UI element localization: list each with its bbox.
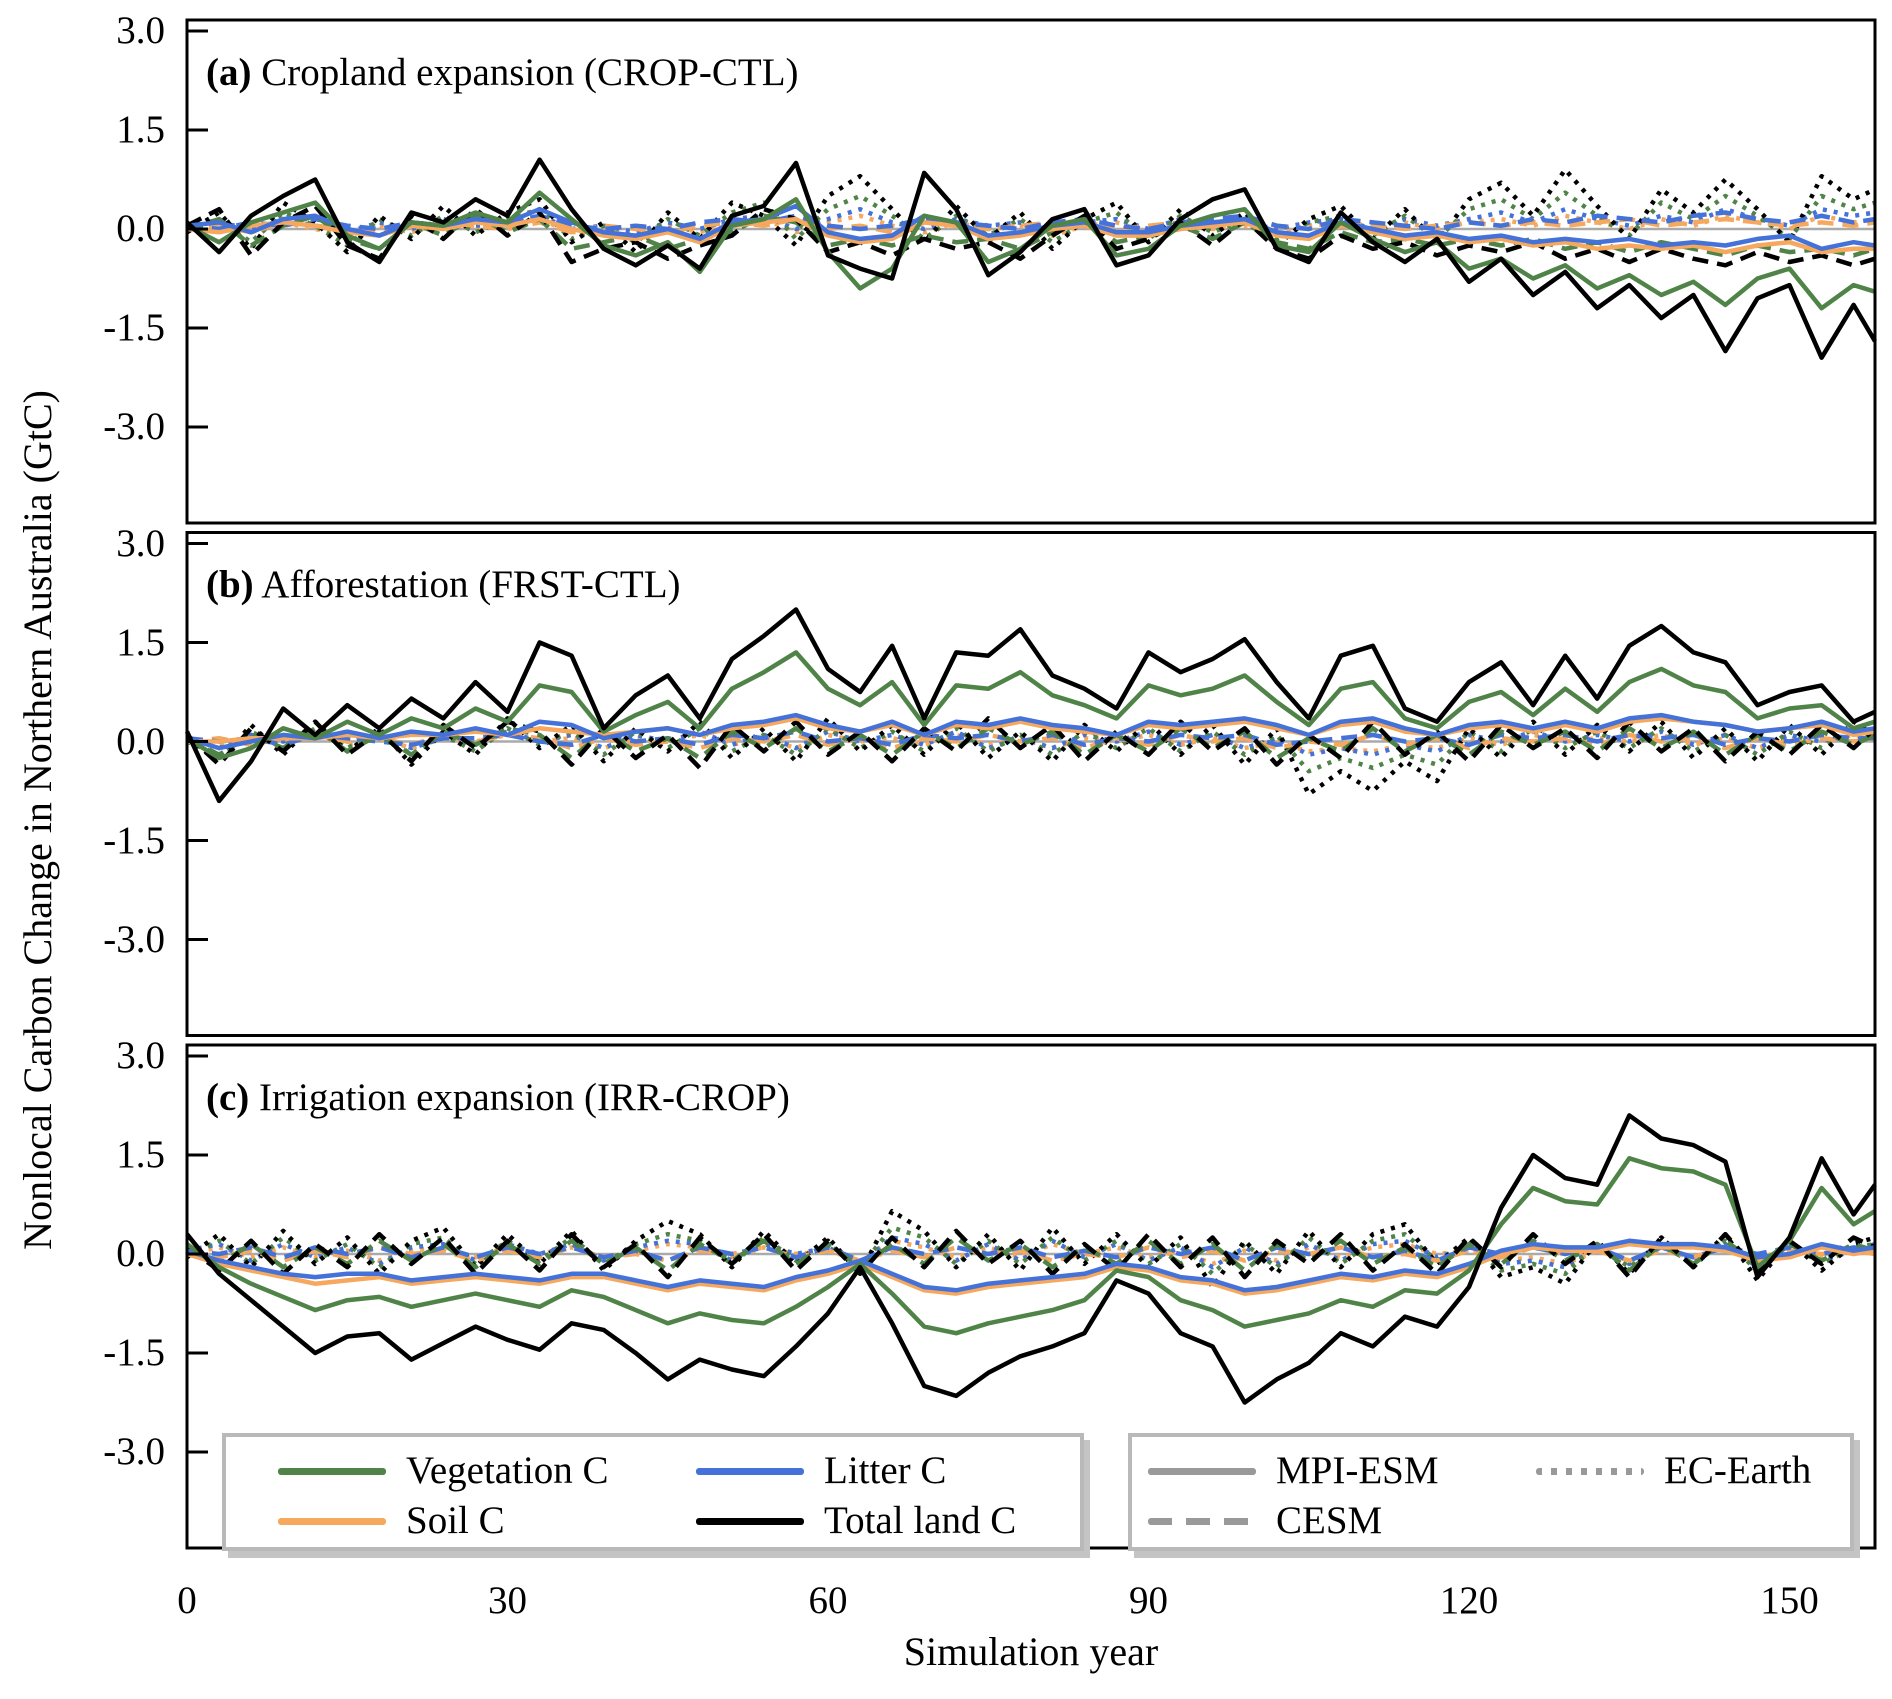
legend-item-mpi-esm: MPI-ESM — [1148, 1451, 1439, 1491]
series-vegetation-c-ec-earth — [186, 190, 1876, 248]
panel-c — [185, 1043, 1877, 1550]
legend-item-vegetation: Vegetation C — [278, 1451, 609, 1491]
series-total-land-c-mpi-esm — [184, 607, 1876, 804]
x-tick-label: 90 — [1129, 1579, 1169, 1622]
legend-item-soil: Soil C — [278, 1501, 505, 1541]
x-tick-label: 0 — [177, 1579, 197, 1622]
panel-a-letter: (a) — [206, 51, 252, 94]
y-tick-label: -3.0 — [103, 917, 165, 961]
y-tick-label: -1.5 — [103, 1331, 165, 1374]
y-tick-label: 1.5 — [116, 108, 165, 151]
y-tick-label: -3.0 — [103, 1430, 165, 1473]
x-tick-label: 150 — [1760, 1579, 1819, 1622]
legend-item-ec-earth: EC-Earth — [1536, 1451, 1811, 1491]
panel-b-letter: (b) — [206, 563, 254, 606]
panel-a-title-text: Cropland expansion (CROP-CTL) — [261, 51, 799, 94]
panel-a — [185, 18, 1877, 525]
legend-label-soil: Soil C — [406, 1499, 505, 1542]
cesm-line-swatch — [1148, 1517, 1256, 1525]
panel-b-title: (b) Afforestation (FRST-CTL) — [206, 562, 681, 607]
y-tick-label: -1.5 — [103, 818, 165, 862]
series-soil-c-mpi-esm — [186, 1241, 1876, 1296]
mpi-esm-line-swatch — [1148, 1467, 1256, 1475]
panel-b-title-text: Afforestation (FRST-CTL) — [261, 563, 681, 606]
legend-label-litter: Litter C — [824, 1449, 947, 1492]
series-litter-c-cesm — [186, 1245, 1876, 1263]
y-tick-label: 3.0 — [116, 1034, 165, 1077]
ec-earth-line-swatch — [1536, 1467, 1644, 1475]
y-tick-label: 1.5 — [116, 620, 165, 664]
series-vegetation-c-ec-earth — [186, 726, 1876, 774]
series-soil-c-mpi-esm — [186, 216, 1875, 255]
y-tick-label: 0.0 — [116, 1232, 165, 1275]
legend-item-total: Total land C — [696, 1501, 1016, 1541]
y-tick-label: -3.0 — [103, 405, 165, 448]
x-tick-label: 30 — [488, 1579, 527, 1622]
series-total-land-c-ec-earth — [185, 716, 1877, 797]
legend-label-vegetation: Vegetation C — [406, 1449, 609, 1492]
panel-c-title: (c) Irrigation expansion (IRR-CROP) — [206, 1075, 790, 1120]
y-tick-label: 0.0 — [116, 719, 165, 763]
series-soil-c-cesm — [186, 1245, 1876, 1263]
panel-c-letter: (c) — [206, 1076, 250, 1119]
y-tick-label: 3.0 — [116, 521, 165, 565]
litter-line-swatch — [696, 1467, 804, 1475]
soil-line-swatch — [278, 1517, 386, 1525]
vegetation-line-swatch — [278, 1467, 386, 1475]
y-tick-label: -1.5 — [103, 306, 165, 349]
panel-frame — [185, 531, 1877, 1037]
panel-b — [184, 531, 1877, 1037]
legend-item-litter: Litter C — [696, 1451, 946, 1491]
legend-label-total: Total land C — [824, 1499, 1017, 1542]
series-vegetation-c-mpi-esm — [185, 1156, 1877, 1336]
legend-variables: Vegetation C Soil C Litter C Total land … — [222, 1433, 1084, 1551]
x-axis-label: Simulation year — [903, 1629, 1159, 1674]
legend-label-cesm: CESM — [1276, 1499, 1383, 1542]
series-vegetation-c-mpi-esm — [185, 650, 1876, 761]
total-line-swatch — [696, 1517, 804, 1525]
series-total-land-c-cesm — [185, 716, 1877, 771]
series-litter-c-mpi-esm — [186, 712, 1876, 751]
y-tick-label: 3.0 — [116, 9, 165, 52]
series-litter-c-mpi-esm — [186, 1238, 1876, 1293]
series-total-land-c-mpi-esm — [185, 1113, 1877, 1405]
legend-label-ec-earth: EC-Earth — [1664, 1449, 1812, 1492]
legend-models: MPI-ESM CESM EC-Earth — [1128, 1433, 1854, 1551]
x-tick-label: 60 — [808, 1579, 848, 1622]
panel-frame — [185, 18, 1877, 525]
y-tick-label: 1.5 — [116, 1133, 165, 1176]
panel-c-title-text: Irrigation expansion (IRR-CROP) — [259, 1076, 790, 1119]
legend-label-mpi-esm: MPI-ESM — [1276, 1449, 1439, 1492]
x-tick-label: 120 — [1439, 1579, 1499, 1622]
series-litter-c-mpi-esm — [186, 203, 1876, 252]
panel-a-title: (a) Cropland expansion (CROP-CTL) — [206, 50, 799, 95]
series-soil-c-mpi-esm — [187, 716, 1876, 744]
series-vegetation-c-cesm — [186, 1235, 1876, 1273]
legend-item-cesm: CESM — [1148, 1501, 1382, 1541]
series-total-land-c-mpi-esm — [185, 157, 1877, 360]
y-tick-label: 0.0 — [116, 207, 165, 250]
